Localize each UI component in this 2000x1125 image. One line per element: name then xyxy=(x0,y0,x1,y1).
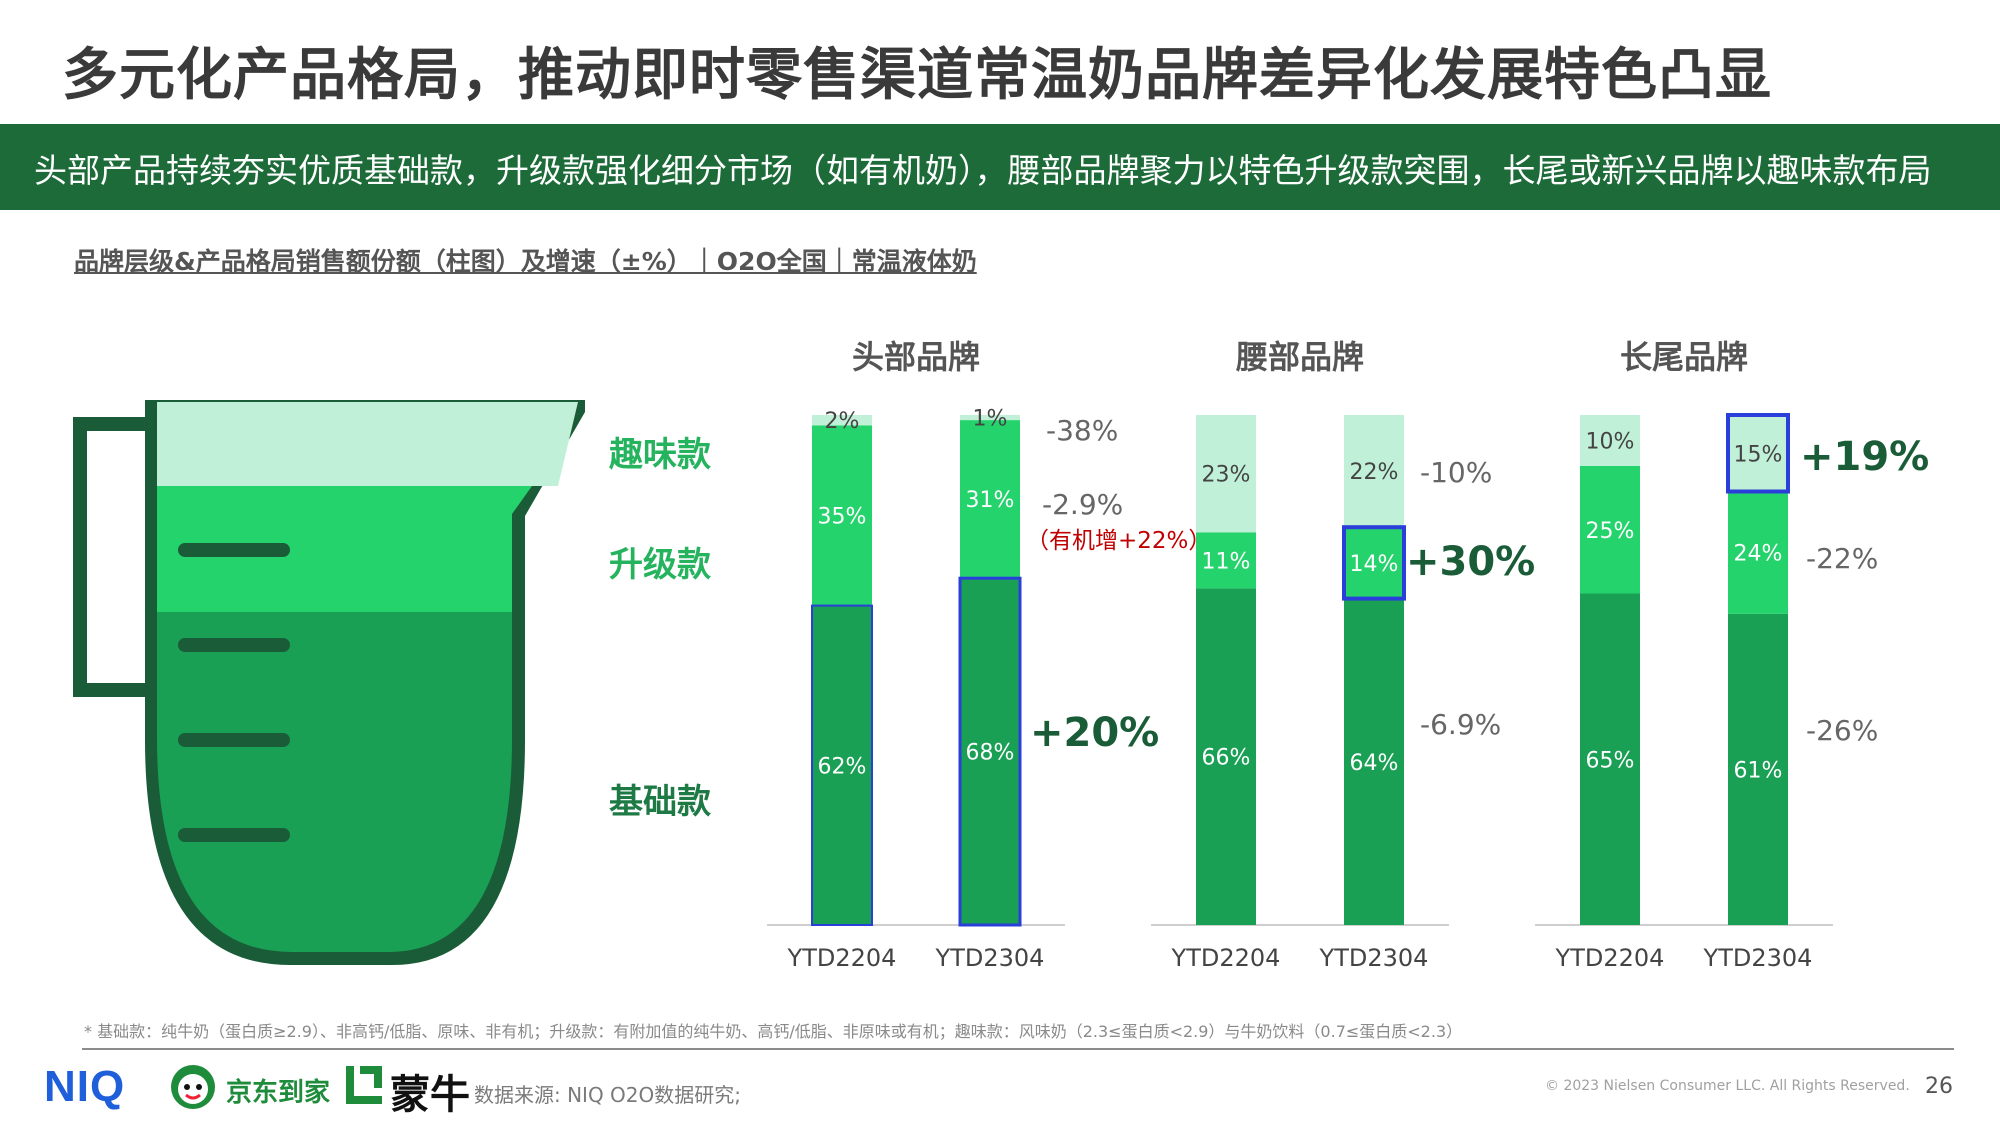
pitcher-mark xyxy=(178,733,290,747)
data-label: 10% xyxy=(1586,430,1635,455)
data-label: 22% xyxy=(1350,460,1399,485)
bar-segment xyxy=(1344,527,1404,599)
bar-segment xyxy=(1728,491,1788,614)
growth-label: -22% xyxy=(1806,542,1878,575)
jd-logo-text: 京东到家 xyxy=(226,1078,331,1108)
x-tick-label: YTD2304 xyxy=(935,944,1045,972)
bar-segment xyxy=(1580,466,1640,594)
niq-logo: NIQ xyxy=(44,1062,126,1111)
data-label: 14% xyxy=(1350,552,1399,577)
data-label: 15% xyxy=(1734,442,1783,467)
bar-segment xyxy=(1196,532,1256,589)
bar-segment xyxy=(1196,588,1256,925)
x-tick-label: YTD2204 xyxy=(1171,944,1281,972)
data-label: 24% xyxy=(1734,542,1783,567)
chart-bars: 头部品牌 62% 35% 2% YTD2204 68% 31% 1% YTD2304 +20% -2… xyxy=(767,338,1929,972)
growth-highlight-label: +19% xyxy=(1800,434,1929,480)
highlight-box xyxy=(1726,413,1790,494)
bar-segment xyxy=(960,420,1020,579)
bar-segment xyxy=(1196,415,1256,533)
data-label: 11% xyxy=(1202,549,1251,574)
group-title: 头部品牌 xyxy=(852,338,980,376)
growth-label: -38% xyxy=(1046,414,1118,447)
growth-note: （有机增+22%） xyxy=(1026,528,1211,554)
chart-subtitle: 品牌层级&产品格局销售额份额（柱图）及增速（±%）｜O2O全国｜常温液体奶 xyxy=(74,247,977,276)
bar-segment xyxy=(1580,593,1640,925)
data-label: 31% xyxy=(966,488,1015,513)
bar-segment xyxy=(812,415,872,426)
data-label: 65% xyxy=(1586,748,1635,773)
data-label: 1% xyxy=(973,407,1008,432)
legend-upgrade-label: 升级款 xyxy=(609,545,711,585)
footer-divider xyxy=(82,1048,1954,1050)
bar-segment xyxy=(1344,415,1404,528)
bar-segment xyxy=(960,415,1020,421)
data-label: 62% xyxy=(818,754,867,779)
key-message-banner: 头部产品持续夯实优质基础款，升级款强化细分市场（如有机奶），腰部品牌聚力以特色升… xyxy=(0,124,2000,210)
bar-segment xyxy=(1728,415,1788,492)
growth-label: -26% xyxy=(1806,714,1878,747)
page-title: 多元化产品格局，推动即时零售渠道常温奶品牌差异化发展特色凸显 xyxy=(62,43,1772,108)
data-label: 68% xyxy=(966,741,1015,766)
jd-mascot-icon xyxy=(171,1065,215,1109)
pitcher-fun-layer xyxy=(157,402,578,486)
data-label: 2% xyxy=(825,409,860,434)
growth-label: -10% xyxy=(1420,456,1492,489)
x-tick-label: YTD2304 xyxy=(1319,944,1429,972)
data-label: 61% xyxy=(1734,758,1783,783)
group-title: 长尾品牌 xyxy=(1620,338,1748,376)
data-label: 25% xyxy=(1586,519,1635,544)
bar-segment xyxy=(812,425,872,606)
bar-segment xyxy=(960,578,1020,925)
growth-highlight-label: +20% xyxy=(1030,710,1159,756)
pitcher-mark xyxy=(178,638,290,652)
pitcher-basic-layer xyxy=(157,612,512,952)
highlight-box xyxy=(811,604,873,927)
growth-label: -6.9% xyxy=(1420,708,1501,741)
data-label: 64% xyxy=(1350,751,1399,776)
group-title: 腰部品牌 xyxy=(1236,338,1364,376)
growth-label: -2.9% xyxy=(1042,488,1123,521)
bar-segment xyxy=(1344,598,1404,925)
bar-segment xyxy=(812,605,872,925)
pitcher-upgrade-layer xyxy=(157,486,532,612)
x-tick-label: YTD2204 xyxy=(1555,944,1665,972)
data-label: 35% xyxy=(818,504,867,529)
highlight-box xyxy=(1342,525,1406,601)
bar-segment xyxy=(1728,613,1788,925)
data-source: 数据来源: NIQ O2O数据研究; xyxy=(474,1083,742,1107)
x-tick-label: YTD2204 xyxy=(787,944,897,972)
pitcher-handle xyxy=(73,417,145,697)
copyright: © 2023 Nielsen Consumer LLC. All Rights … xyxy=(1545,1078,1910,1094)
pitcher-mark xyxy=(178,543,290,557)
pitcher-illustration xyxy=(73,400,585,965)
mengniu-logo-text: 蒙牛 xyxy=(390,1072,470,1118)
growth-highlight-label: +30% xyxy=(1406,539,1535,585)
banner-text: 头部产品持续夯实优质基础款，升级款强化细分市场（如有机奶），腰部品牌聚力以特色升… xyxy=(34,151,1932,190)
pitcher-mark xyxy=(178,828,290,842)
bar-segment xyxy=(1580,415,1640,466)
data-label: 66% xyxy=(1202,746,1251,771)
legend-basic-label: 基础款 xyxy=(609,782,711,822)
highlight-box xyxy=(958,576,1022,927)
data-label: 23% xyxy=(1202,463,1251,488)
page-number: 26 xyxy=(1925,1074,1953,1099)
mengniu-logo-icon xyxy=(346,1066,382,1104)
legend-fun-label: 趣味款 xyxy=(609,435,711,475)
x-tick-label: YTD2304 xyxy=(1703,944,1813,972)
footnote: * 基础款：纯牛奶（蛋白质≥2.9）、非高钙/低脂、原味、非有机；升级款：有附加… xyxy=(84,1022,1463,1041)
